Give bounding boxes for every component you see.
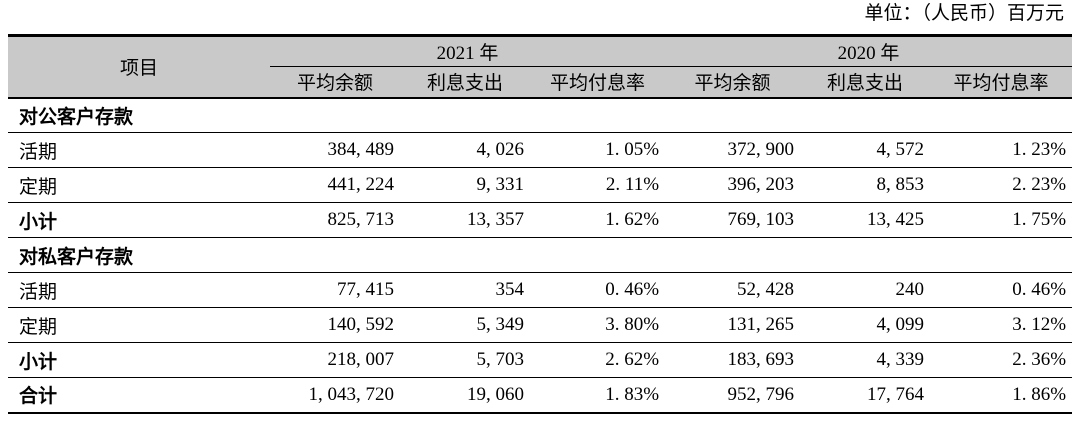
cell-value: 17, 764 xyxy=(800,377,931,414)
cell-value: 2. 11% xyxy=(530,167,666,203)
row-label: 对公客户存款 xyxy=(8,97,1073,133)
cell-value: 19, 060 xyxy=(400,377,530,414)
cell-value: 13, 425 xyxy=(800,202,931,238)
deposit-interest-table: 项目 2021 年 2020 年 平均余额 利息支出 平均付息率 平均余额 利息… xyxy=(8,34,1073,414)
cell-value: 4, 339 xyxy=(800,342,931,378)
column-header-item: 项目 xyxy=(8,35,270,99)
cell-value: 825, 713 xyxy=(270,202,400,238)
cell-value: 240 xyxy=(800,272,931,308)
cell-value: 5, 703 xyxy=(400,342,530,378)
cell-value: 5, 349 xyxy=(400,307,530,343)
table-row: 对公客户存款 xyxy=(8,97,1073,133)
table-header: 项目 2021 年 2020 年 平均余额 利息支出 平均付息率 平均余额 利息… xyxy=(8,35,1073,99)
table-row: 活期 77, 415 354 0. 46% 52, 428 240 0. 46% xyxy=(8,272,1073,308)
table-body: 对公客户存款 活期 384, 489 4, 026 1. 05% 372, 900 4, 5… xyxy=(8,97,1073,414)
column-header-interest-expense-2021: 利息支出 xyxy=(400,66,530,99)
cell-value: 952, 796 xyxy=(665,377,801,414)
row-label: 活期 xyxy=(8,272,270,308)
cell-value: 2. 62% xyxy=(530,342,666,378)
cell-value: 384, 489 xyxy=(270,132,400,168)
cell-value: 3. 12% xyxy=(930,307,1073,343)
column-header-interest-expense-2020: 利息支出 xyxy=(800,66,931,99)
cell-value: 4, 572 xyxy=(800,132,931,168)
column-group-2020: 2020 年 xyxy=(665,35,1073,67)
table-row: 合计 1, 043, 720 19, 060 1. 83% 952, 796 17, 76… xyxy=(8,377,1073,414)
cell-value: 13, 357 xyxy=(400,202,530,238)
cell-value: 1. 23% xyxy=(930,132,1073,168)
sub-header-row: 平均余额 利息支出 平均付息率 平均余额 利息支出 平均付息率 xyxy=(8,66,1073,99)
cell-value: 2. 23% xyxy=(930,167,1073,203)
cell-value: 52, 428 xyxy=(665,272,801,308)
row-label: 定期 xyxy=(8,167,270,203)
cell-value: 354 xyxy=(400,272,530,308)
cell-value: 9, 331 xyxy=(400,167,530,203)
cell-value: 131, 265 xyxy=(665,307,801,343)
cell-value: 769, 103 xyxy=(665,202,801,238)
table-row: 小计 825, 713 13, 357 1. 62% 769, 103 13, 425 1.… xyxy=(8,202,1073,238)
row-label: 小计 xyxy=(8,202,270,238)
cell-value: 1. 75% xyxy=(930,202,1073,238)
unit-label: 单位：（人民币）百万元 xyxy=(864,3,1064,24)
column-header-avg-balance-2021: 平均余额 xyxy=(270,66,400,99)
cell-value: 0. 46% xyxy=(530,272,666,308)
table-row: 小计 218, 007 5, 703 2. 62% 183, 693 4, 339 2. 3… xyxy=(8,342,1073,378)
cell-value: 4, 099 xyxy=(800,307,931,343)
column-group-2021: 2021 年 xyxy=(270,35,666,67)
cell-value: 1. 05% xyxy=(530,132,666,168)
cell-value: 77, 415 xyxy=(270,272,400,308)
cell-value: 2. 36% xyxy=(930,342,1073,378)
table-row: 对私客户存款 xyxy=(8,237,1073,273)
cell-value: 0. 46% xyxy=(930,272,1073,308)
cell-value: 1. 62% xyxy=(530,202,666,238)
cell-value: 8, 853 xyxy=(800,167,931,203)
column-header-avg-rate-2020: 平均付息率 xyxy=(930,66,1073,99)
row-label: 小计 xyxy=(8,342,270,378)
cell-value: 1, 043, 720 xyxy=(270,377,400,414)
cell-value: 4, 026 xyxy=(400,132,530,168)
row-label: 对私客户存款 xyxy=(8,237,1073,273)
row-label: 活期 xyxy=(8,132,270,168)
cell-value: 441, 224 xyxy=(270,167,400,203)
table-row: 定期 140, 592 5, 349 3. 80% 131, 265 4, 099 3. 1… xyxy=(8,307,1073,343)
row-label: 合计 xyxy=(8,377,270,414)
row-label: 定期 xyxy=(8,307,270,343)
cell-value: 1. 86% xyxy=(930,377,1073,414)
year-header-row: 项目 2021 年 2020 年 xyxy=(8,35,1073,99)
column-header-avg-balance-2020: 平均余额 xyxy=(665,66,801,99)
table-row: 定期 441, 224 9, 331 2. 11% 396, 203 8, 853 2. 2… xyxy=(8,167,1073,203)
cell-value: 3. 80% xyxy=(530,307,666,343)
cell-value: 218, 007 xyxy=(270,342,400,378)
cell-value: 183, 693 xyxy=(665,342,801,378)
table-row: 活期 384, 489 4, 026 1. 05% 372, 900 4, 572 1. 2… xyxy=(8,132,1073,168)
cell-value: 396, 203 xyxy=(665,167,801,203)
cell-value: 1. 83% xyxy=(530,377,666,414)
column-header-avg-rate-2021: 平均付息率 xyxy=(530,66,666,99)
cell-value: 372, 900 xyxy=(665,132,801,168)
cell-value: 140, 592 xyxy=(270,307,400,343)
